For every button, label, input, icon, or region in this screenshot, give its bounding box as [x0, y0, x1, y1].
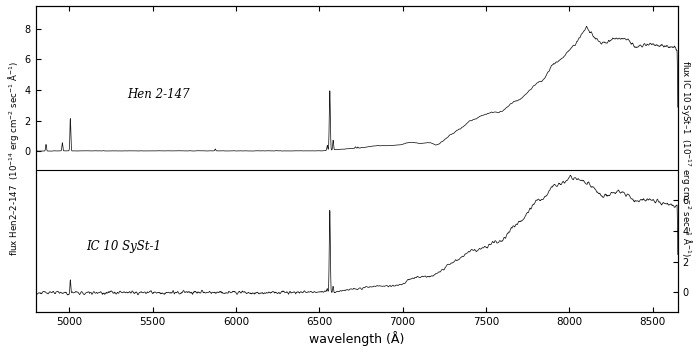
Text: Hen 2-147: Hen 2-147: [127, 88, 190, 101]
Text: IC 10 SySt-1: IC 10 SySt-1: [86, 239, 161, 252]
X-axis label: wavelength (Å): wavelength (Å): [309, 332, 405, 346]
Y-axis label: flux IC 10 SySt–1  ($10^{-17}$ erg cm$^{-2}$ sec$^{-1}$ Å$^{-1}$): flux IC 10 SySt–1 ($10^{-17}$ erg cm$^{-…: [680, 61, 694, 258]
Y-axis label: flux Hen2–2‐147  ($10^{-14}$ erg cm$^{-2}$ sec$^{-1}$ Å$^{-1}$): flux Hen2–2‐147 ($10^{-14}$ erg cm$^{-2}…: [6, 62, 20, 257]
